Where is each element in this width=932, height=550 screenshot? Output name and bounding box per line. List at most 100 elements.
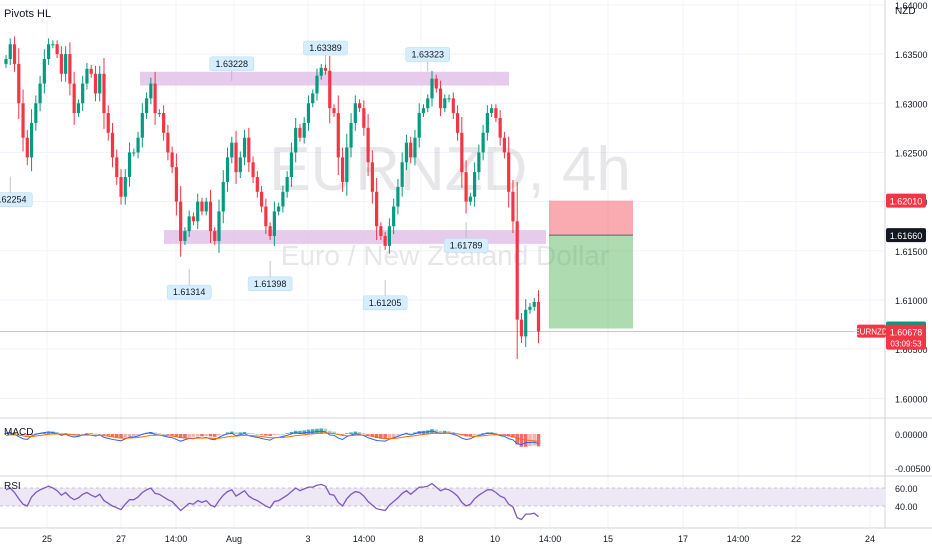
macd-histogram-bar [408, 433, 413, 434]
candle-body [511, 191, 515, 222]
macd-histogram-bar [127, 434, 132, 437]
macd-histogram-bar [332, 431, 336, 434]
indicator-name[interactable]: Pivots HL [4, 8, 51, 20]
candle-body [379, 226, 383, 237]
time-axis[interactable]: 25 27 14:00 Aug 3 14:00 8 10 14:00 15 17 14:00 22 24 [42, 534, 875, 544]
candle-body [8, 44, 12, 60]
candle-body [230, 142, 234, 158]
macd-histogram-bar [391, 434, 396, 438]
candle-body [375, 191, 379, 227]
macd-histogram-bar [97, 434, 102, 435]
macd-histogram-bar [102, 434, 106, 435]
candle-body [434, 78, 438, 89]
macd-histogram-bar [21, 434, 25, 435]
macd-histogram-bar [532, 434, 537, 446]
macd-histogram-bar [68, 433, 72, 435]
macd-histogram-bar [153, 432, 157, 434]
time-tick: 14:00 [539, 534, 562, 544]
macd-tick: -0.00500 [895, 464, 931, 474]
macd-histogram-bar [494, 432, 498, 434]
macd-histogram-bar [289, 432, 294, 434]
macd-histogram-bar [217, 434, 221, 436]
last-price-value: 1.60678 [890, 328, 923, 338]
macd-label[interactable]: MACD [4, 427, 33, 438]
macd-histogram-bar [136, 434, 140, 436]
candle-body [81, 83, 85, 104]
macd-histogram-bar [12, 432, 17, 434]
macd-histogram-bar [34, 433, 38, 434]
candle-body [502, 137, 507, 153]
macd-histogram-bar [183, 434, 187, 438]
candle-body [464, 172, 468, 202]
position-tool[interactable] [0, 200, 885, 332]
candle-body [366, 127, 370, 163]
time-tick: 10 [490, 534, 500, 544]
price-tick: 1.61000 [895, 296, 928, 306]
candle-body [473, 172, 477, 197]
candle-body [4, 59, 8, 64]
candle-body [191, 216, 196, 222]
macd-histogram-bar [310, 429, 315, 434]
candle-body [460, 132, 464, 173]
macd-histogram-bar [442, 430, 447, 434]
candle-body [362, 108, 366, 128]
price-axis[interactable]: 1.640001.635001.630001.625001.620001.615… [854, 1, 927, 404]
macd-histogram-bar [477, 434, 481, 435]
macd-histogram-bar [506, 434, 511, 437]
candle-body [396, 186, 400, 207]
macd-histogram-bar [212, 434, 217, 437]
candle-body [268, 226, 272, 237]
macd-histogram-bar [42, 432, 47, 434]
candle-body [319, 67, 323, 76]
candle-body [528, 306, 532, 310]
macd-histogram-bar [195, 434, 200, 437]
candle-body [208, 201, 213, 232]
time-tick: 3 [305, 534, 310, 544]
candle-body [421, 108, 426, 114]
candle-body [387, 226, 391, 246]
macd-histogram-bar [302, 430, 306, 434]
macd-histogram-bar [132, 434, 136, 436]
take-profit-zone [549, 235, 633, 329]
candle-body [153, 83, 157, 114]
time-tick: 14:00 [353, 534, 376, 544]
candle-body [98, 73, 102, 94]
macd-histogram-bar [93, 433, 98, 435]
macd-histogram-bar [80, 434, 85, 435]
candle-body [68, 54, 72, 84]
candle-body [64, 54, 68, 74]
macd-histogram-bar [345, 433, 349, 434]
price-tick: 1.61500 [895, 247, 928, 257]
macd-tick: 0.00000 [895, 430, 928, 440]
currency-label: NZD [895, 6, 916, 17]
candle-body [196, 201, 200, 222]
candle-body [285, 177, 289, 192]
candle-body [447, 98, 451, 100]
macd-signal-line [5, 432, 539, 442]
resistance-zone [140, 71, 509, 86]
candle-body [204, 201, 208, 212]
candle-body [106, 113, 110, 133]
candle-body [102, 73, 106, 114]
candle-body [42, 59, 46, 84]
candle-body [166, 132, 170, 153]
time-tick: 14:00 [727, 534, 750, 544]
pivot-label: 1.63389 [309, 43, 342, 53]
candle-body [251, 162, 255, 178]
rsi-tick: 40.00 [895, 502, 918, 512]
candle-body [170, 152, 174, 168]
rsi-label[interactable]: RSI [4, 481, 21, 492]
candle-body [481, 132, 485, 153]
macd-histogram-bar [204, 434, 209, 436]
candle-body [200, 201, 204, 212]
candle-body [328, 70, 332, 109]
candle-body [345, 147, 349, 182]
macd-histogram-bar [106, 434, 111, 436]
candle-body [294, 127, 298, 153]
macd-histogram-bar [519, 434, 524, 447]
time-tick: 25 [42, 534, 52, 544]
candle-body [281, 191, 285, 207]
candle-body [477, 152, 481, 173]
macd-histogram-bar [187, 434, 191, 438]
